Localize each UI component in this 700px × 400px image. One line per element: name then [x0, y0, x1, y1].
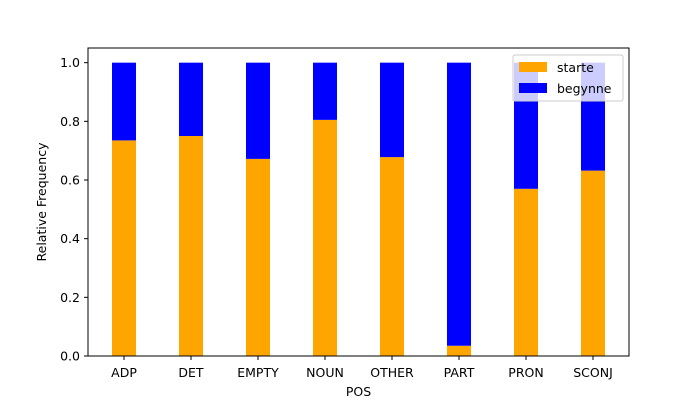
bars-group [112, 62, 605, 356]
y-axis-ticks: 0.0 0.2 0.4 0.6 0.8 1.0 [60, 55, 88, 364]
x-tick-label: OTHER [370, 365, 414, 380]
bar-starte-det [179, 136, 203, 356]
x-tick-label: NOUN [306, 365, 344, 380]
y-tick-label: 0.2 [60, 290, 80, 305]
bar-starte-pron [514, 188, 538, 356]
bar-begynne-other [380, 62, 404, 158]
bar-starte-other [380, 157, 404, 356]
bar-begynne-noun [313, 62, 337, 120]
bar-starte-empty [246, 158, 270, 356]
bar-starte-part [447, 345, 471, 356]
x-axis-ticks: ADP DET EMPTY NOUN OTHER PART PRON SCONJ [111, 356, 613, 380]
y-tick-label: 0.6 [60, 173, 80, 188]
y-tick-label: 0.0 [60, 349, 80, 364]
x-tick-label: PRON [508, 365, 543, 380]
x-tick-label: ADP [111, 365, 137, 380]
bar-begynne-empty [246, 62, 270, 159]
x-tick-label: SCONJ [573, 365, 613, 380]
bar-begynne-adp [112, 62, 136, 141]
x-tick-label: EMPTY [237, 365, 279, 380]
legend: starte begynne [512, 54, 624, 102]
legend-swatch-begynne [519, 83, 547, 93]
y-tick-label: 0.8 [60, 114, 80, 129]
plot-frame [87, 47, 630, 357]
legend-swatch-starte [519, 62, 547, 72]
bar-starte-adp [112, 140, 136, 356]
y-tick-label: 0.4 [60, 231, 80, 246]
bar-starte-sconj [581, 170, 605, 356]
x-tick-label: PART [444, 365, 475, 380]
y-tick-label: 1.0 [60, 55, 80, 70]
bar-starte-noun [313, 119, 337, 356]
x-axis-label: POS [346, 384, 371, 399]
y-axis-label: Relative Frequency [34, 142, 49, 262]
legend-label-begynne: begynne [557, 81, 612, 96]
legend-label-starte: starte [557, 60, 594, 75]
bar-begynne-part [447, 62, 471, 346]
bar-begynne-det [179, 62, 203, 136]
x-tick-label: DET [178, 365, 204, 380]
